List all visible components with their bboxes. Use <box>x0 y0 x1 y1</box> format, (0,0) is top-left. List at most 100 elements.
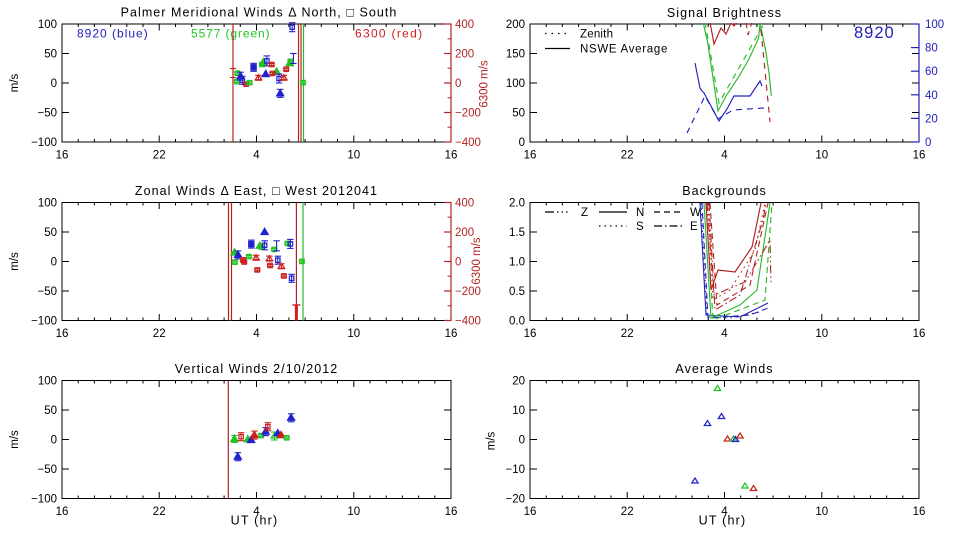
svg-text:m/s: m/s <box>9 252 21 271</box>
svg-text:1.0: 1.0 <box>509 257 525 269</box>
svg-text:100: 100 <box>506 78 525 90</box>
svg-text:10: 10 <box>347 328 360 340</box>
svg-text:−50: −50 <box>37 464 57 476</box>
svg-text:22: 22 <box>621 150 634 162</box>
svg-text:Palmer Meridional Winds Δ Nort: Palmer Meridional Winds Δ North, □ South <box>121 6 398 20</box>
svg-text:Backgrounds: Backgrounds <box>682 184 767 198</box>
svg-text:16: 16 <box>913 506 926 518</box>
svg-text:16: 16 <box>445 506 458 518</box>
svg-text:4: 4 <box>721 328 728 340</box>
svg-text:0: 0 <box>455 78 461 90</box>
svg-text:100: 100 <box>38 198 57 210</box>
svg-text:m/s: m/s <box>486 431 498 450</box>
svg-text:0: 0 <box>51 435 57 447</box>
svg-text:10: 10 <box>347 150 360 162</box>
svg-text:16: 16 <box>445 150 458 162</box>
svg-text:−400: −400 <box>455 137 481 149</box>
svg-text:10: 10 <box>815 150 828 162</box>
svg-text:200: 200 <box>506 19 525 31</box>
svg-text:6300 (red): 6300 (red) <box>355 27 423 41</box>
svg-text:22: 22 <box>153 150 166 162</box>
svg-text:20: 20 <box>925 113 938 125</box>
svg-text:Average Winds: Average Winds <box>675 362 773 376</box>
svg-text:16: 16 <box>524 328 537 340</box>
svg-text:1.5: 1.5 <box>509 227 525 239</box>
svg-text:4: 4 <box>253 506 260 518</box>
svg-text:16: 16 <box>56 506 69 518</box>
svg-text:16: 16 <box>913 150 926 162</box>
svg-text:0: 0 <box>519 137 525 149</box>
svg-text:Zenith: Zenith <box>580 29 613 41</box>
svg-text:NSWE Average: NSWE Average <box>580 44 668 56</box>
svg-text:4: 4 <box>721 506 728 518</box>
svg-text:8920 (blue): 8920 (blue) <box>77 27 149 41</box>
svg-text:4: 4 <box>721 150 728 162</box>
svg-text:40: 40 <box>925 90 938 102</box>
svg-text:20: 20 <box>512 376 525 388</box>
svg-text:−20: −20 <box>505 494 525 506</box>
svg-text:22: 22 <box>153 506 166 518</box>
svg-text:200: 200 <box>455 49 474 61</box>
svg-text:10: 10 <box>347 506 360 518</box>
svg-text:Zonal Winds Δ East, □ West 201: Zonal Winds Δ East, □ West 2012041 <box>135 184 378 198</box>
svg-text:100: 100 <box>38 19 57 31</box>
svg-text:−10: −10 <box>505 464 525 476</box>
svg-text:22: 22 <box>621 328 634 340</box>
svg-text:−100: −100 <box>31 316 57 328</box>
svg-text:400: 400 <box>455 19 474 31</box>
svg-text:Vertical Winds 2/10/2012: Vertical Winds 2/10/2012 <box>175 362 338 376</box>
svg-text:6300 m/s: 6300 m/s <box>471 237 483 285</box>
svg-text:50: 50 <box>44 49 57 61</box>
svg-text:Signal Brightness: Signal Brightness <box>667 6 782 20</box>
svg-text:0.0: 0.0 <box>509 316 525 328</box>
svg-text:0.5: 0.5 <box>509 286 525 298</box>
svg-text:−50: −50 <box>37 108 57 120</box>
svg-text:100: 100 <box>38 376 57 388</box>
svg-text:10: 10 <box>512 405 525 417</box>
svg-text:6300 m/s: 6300 m/s <box>479 60 491 108</box>
svg-text:−200: −200 <box>455 108 481 120</box>
svg-text:Z: Z <box>581 207 588 219</box>
svg-text:0: 0 <box>925 137 931 149</box>
svg-text:60: 60 <box>925 66 938 78</box>
svg-text:0: 0 <box>51 257 57 269</box>
svg-text:m/s: m/s <box>9 73 21 92</box>
svg-text:N: N <box>636 207 644 219</box>
svg-text:4: 4 <box>253 328 260 340</box>
svg-text:50: 50 <box>512 108 525 120</box>
svg-text:100: 100 <box>925 19 944 31</box>
svg-text:200: 200 <box>455 227 474 239</box>
svg-text:8920: 8920 <box>854 24 895 42</box>
svg-text:10: 10 <box>815 506 828 518</box>
svg-text:5577 (green): 5577 (green) <box>191 27 271 41</box>
svg-text:0: 0 <box>519 435 525 447</box>
svg-text:UT (hr): UT (hr) <box>699 514 747 528</box>
svg-text:22: 22 <box>153 328 166 340</box>
svg-text:UT (hr): UT (hr) <box>231 514 279 528</box>
svg-text:0: 0 <box>51 78 57 90</box>
svg-text:22: 22 <box>621 506 634 518</box>
svg-text:W: W <box>690 207 701 219</box>
svg-text:2.0: 2.0 <box>509 198 525 210</box>
svg-text:m/s: m/s <box>9 430 21 449</box>
svg-text:−100: −100 <box>31 137 57 149</box>
svg-text:4: 4 <box>253 150 260 162</box>
svg-text:16: 16 <box>524 506 537 518</box>
svg-text:150: 150 <box>506 49 525 61</box>
svg-text:16: 16 <box>913 328 926 340</box>
svg-text:−100: −100 <box>31 494 57 506</box>
svg-text:−200: −200 <box>455 286 481 298</box>
svg-text:16: 16 <box>56 150 69 162</box>
svg-text:50: 50 <box>44 227 57 239</box>
svg-text:80: 80 <box>925 43 938 55</box>
svg-text:S: S <box>636 221 644 233</box>
svg-text:400: 400 <box>455 198 474 210</box>
svg-text:−400: −400 <box>455 316 481 328</box>
svg-text:16: 16 <box>524 150 537 162</box>
svg-text:50: 50 <box>44 405 57 417</box>
svg-text:0: 0 <box>455 257 461 269</box>
svg-text:16: 16 <box>56 328 69 340</box>
svg-text:16: 16 <box>445 328 458 340</box>
svg-text:−50: −50 <box>37 286 57 298</box>
svg-text:E: E <box>690 221 698 233</box>
